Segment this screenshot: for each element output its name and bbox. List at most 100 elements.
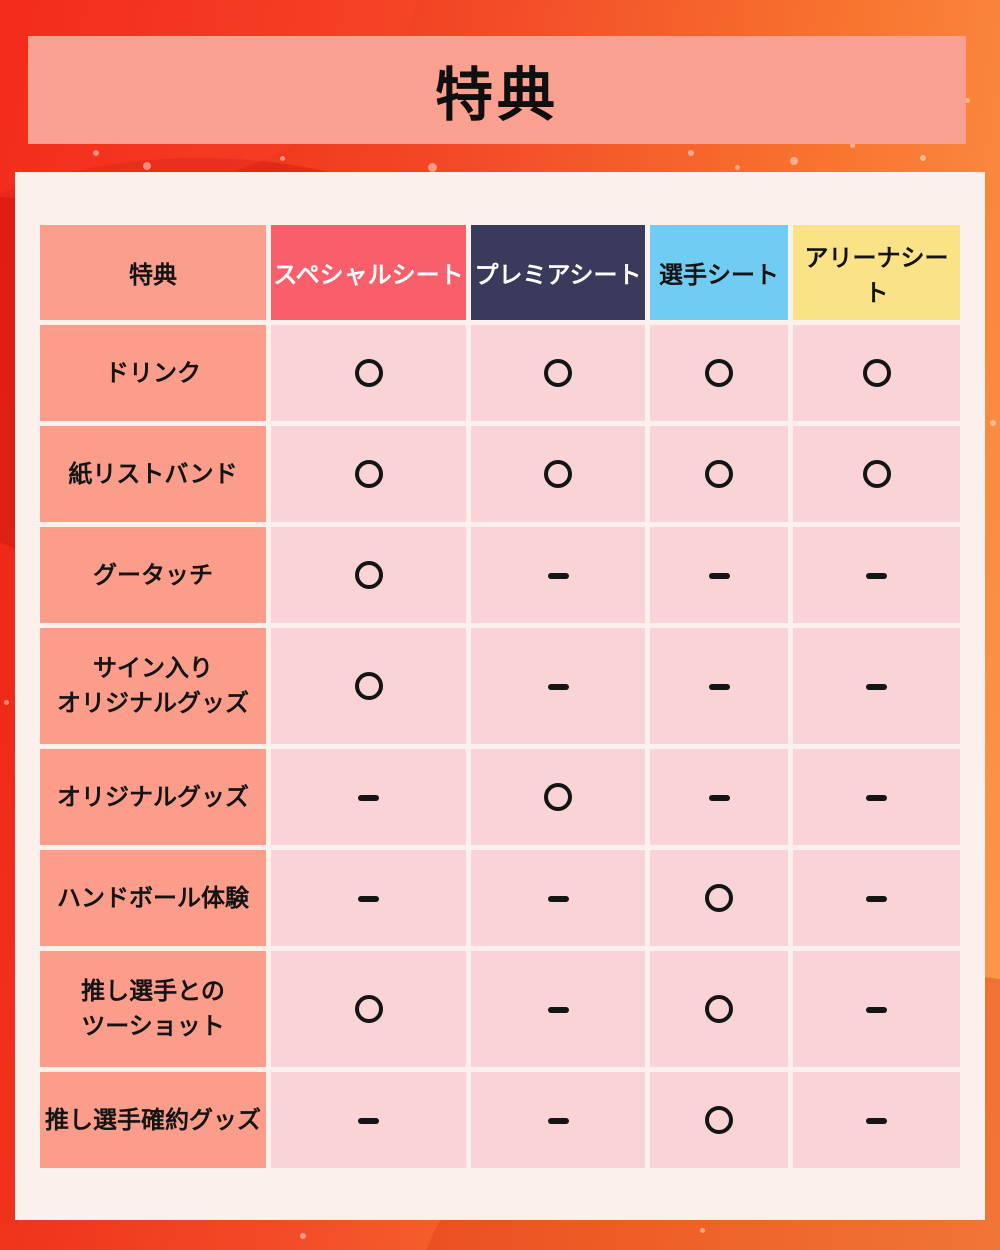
included-mark — [862, 460, 891, 488]
row-label-drink: ドリンク — [40, 325, 266, 421]
decor-dot — [688, 150, 694, 156]
decor-dot — [143, 162, 151, 170]
row-label-line: グータッチ — [93, 560, 213, 589]
decor-dot — [93, 150, 99, 156]
row-label-line: 推し選手との — [81, 977, 225, 1006]
not-included-mark — [358, 896, 379, 902]
included-mark — [705, 884, 733, 912]
included-mark — [544, 783, 572, 811]
row-label-original-goods: オリジナルグッズ — [40, 749, 266, 845]
not-included-mark — [708, 573, 730, 579]
col-header-arena-seat: アリーナシート — [793, 225, 960, 320]
benefit-row-original-goods: オリジナルグッズ — [40, 749, 960, 845]
decor-dot — [300, 1233, 306, 1239]
row-label-line: ハンドボール体験 — [57, 883, 249, 912]
decor-dot — [428, 163, 437, 172]
benefit-cell-included — [271, 325, 466, 421]
not-included-mark — [866, 684, 887, 690]
benefit-cell-included — [271, 426, 466, 522]
benefit-cell-not-included — [271, 1072, 466, 1168]
benefit-cell-included — [793, 426, 960, 522]
content-panel: 特典 スペシャルシート プレミアシート 選手シート アリーナシート ドリンク紙リストバン… — [15, 172, 985, 1220]
row-label-line: オリジナルグッズ — [57, 782, 249, 811]
decor-dot — [4, 700, 9, 705]
benefit-cell-not-included — [650, 749, 788, 845]
benefit-cell-not-included — [271, 850, 466, 946]
included-mark — [544, 460, 572, 488]
row-label-line: 推し選手確約グッズ — [45, 1105, 261, 1134]
col-header-special-seat: スペシャルシート — [271, 225, 466, 320]
not-included-mark — [866, 573, 887, 579]
included-mark — [354, 359, 383, 387]
benefit-cell-included — [271, 951, 466, 1067]
row-label-line: 紙リストバンド — [68, 459, 238, 488]
decor-dot — [735, 165, 740, 170]
row-label-paper-wristband: 紙リストバンド — [40, 426, 266, 522]
decor-dot — [790, 157, 798, 165]
benefit-cell-not-included — [471, 1072, 645, 1168]
benefit-cell-included — [650, 426, 788, 522]
included-mark — [705, 460, 733, 488]
col-header-premier-seat: プレミアシート — [471, 225, 645, 320]
header-row: 特典 スペシャルシート プレミアシート 選手シート アリーナシート — [40, 225, 960, 320]
row-label-handball-experience: ハンドボール体験 — [40, 850, 266, 946]
row-label-favorite-player-guaranteed-goods: 推し選手確約グッズ — [40, 1072, 266, 1168]
not-included-mark — [866, 795, 887, 801]
included-mark — [544, 359, 572, 387]
included-mark — [705, 359, 733, 387]
col-header-benefit: 特典 — [40, 225, 266, 320]
not-included-mark — [547, 896, 569, 902]
not-included-mark — [866, 1007, 887, 1013]
benefits-table: 特典 スペシャルシート プレミアシート 選手シート アリーナシート ドリンク紙リストバン… — [35, 220, 965, 1173]
not-included-mark — [358, 795, 379, 801]
decor-dot — [920, 155, 926, 161]
benefit-cell-not-included — [650, 628, 788, 744]
decor-dot — [990, 420, 996, 426]
benefit-row-two-shot-with-favorite-player: 推し選手との ツーショット — [40, 951, 960, 1067]
benefit-cell-included — [650, 1072, 788, 1168]
row-label-fist-bump: グータッチ — [40, 527, 266, 623]
benefit-cell-included — [271, 628, 466, 744]
included-mark — [354, 460, 383, 488]
not-included-mark — [547, 684, 569, 690]
benefit-cell-included — [650, 325, 788, 421]
included-mark — [354, 995, 383, 1023]
benefit-cell-not-included — [793, 850, 960, 946]
benefit-cell-included — [650, 850, 788, 946]
title-banner: 特典 — [28, 36, 966, 144]
decor-dot — [280, 156, 285, 161]
row-label-line: ドリンク — [105, 358, 201, 387]
benefit-cell-not-included — [793, 527, 960, 623]
benefit-row-drink: ドリンク — [40, 325, 960, 421]
benefits-table-body: ドリンク紙リストバンド グータッチサイン入り オリジナルグッズオリジナルグッズ ハンド… — [40, 325, 960, 1168]
benefit-cell-not-included — [271, 749, 466, 845]
not-included-mark — [358, 1118, 379, 1124]
benefit-cell-not-included — [793, 749, 960, 845]
benefit-cell-not-included — [471, 951, 645, 1067]
row-label-line: サイン入り — [93, 654, 213, 683]
benefit-cell-not-included — [793, 628, 960, 744]
included-mark — [354, 672, 383, 700]
benefit-cell-included — [650, 951, 788, 1067]
benefit-cell-not-included — [793, 951, 960, 1067]
not-included-mark — [866, 1118, 887, 1124]
row-label-signed-original-goods: サイン入り オリジナルグッズ — [40, 628, 266, 744]
benefit-cell-included — [471, 426, 645, 522]
benefit-cell-not-included — [471, 628, 645, 744]
included-mark — [354, 561, 383, 589]
decor-dot — [700, 1228, 705, 1233]
not-included-mark — [547, 1118, 569, 1124]
benefit-cell-not-included — [793, 1072, 960, 1168]
not-included-mark — [866, 896, 887, 902]
not-included-mark — [708, 684, 730, 690]
not-included-mark — [547, 1007, 569, 1013]
not-included-mark — [708, 795, 730, 801]
benefit-row-handball-experience: ハンドボール体験 — [40, 850, 960, 946]
benefit-cell-included — [271, 527, 466, 623]
benefit-row-paper-wristband: 紙リストバンド — [40, 426, 960, 522]
included-mark — [705, 995, 733, 1023]
benefit-row-favorite-player-guaranteed-goods: 推し選手確約グッズ — [40, 1072, 960, 1168]
page-title: 特典 — [434, 61, 559, 129]
benefits-table-header: 特典 スペシャルシート プレミアシート 選手シート アリーナシート — [40, 225, 960, 320]
